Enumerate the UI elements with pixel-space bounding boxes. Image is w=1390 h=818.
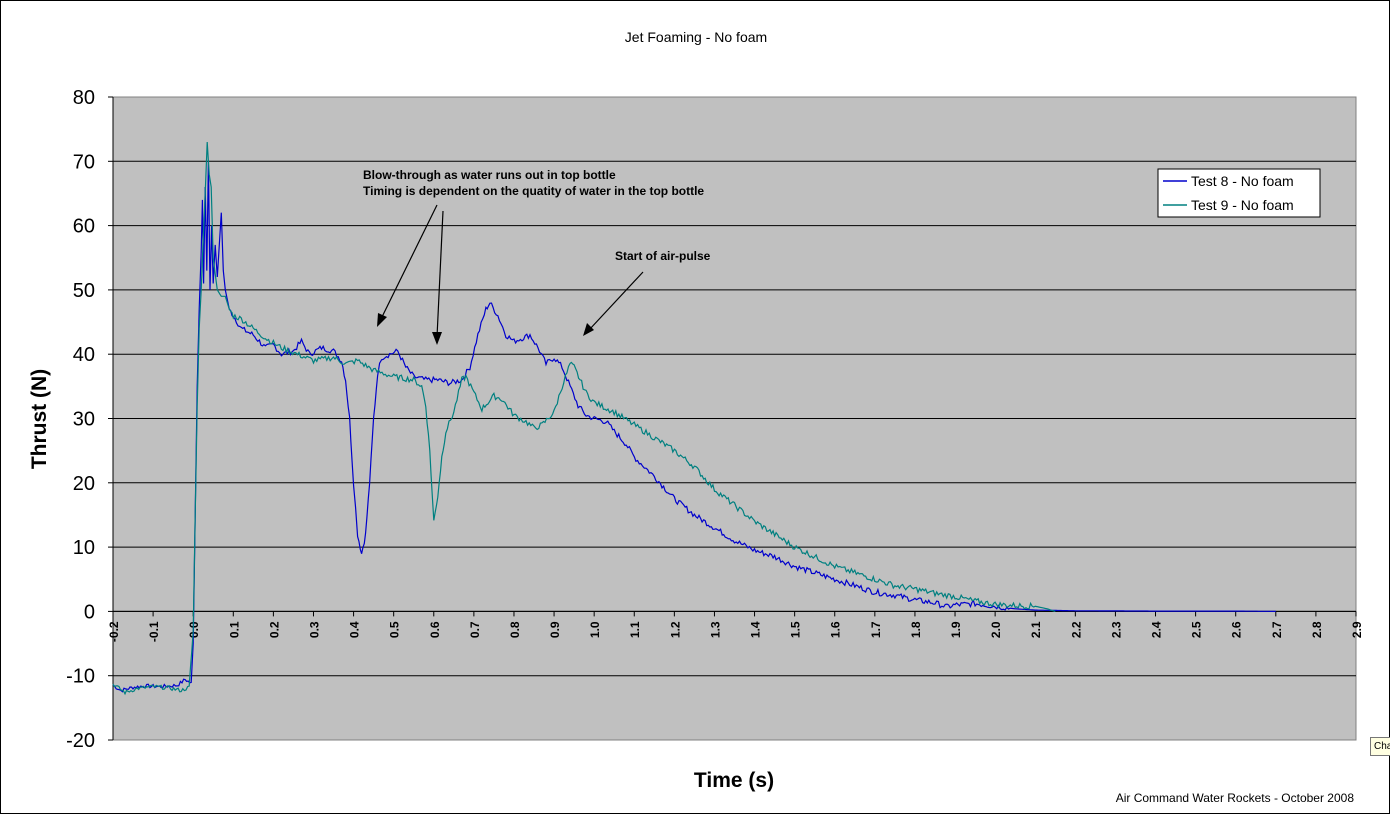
- x-tick-label: 0.0: [187, 621, 201, 638]
- x-tick-label: 0.7: [468, 621, 482, 638]
- y-axis-label: Thrust (N): [28, 369, 51, 469]
- axis-layer: -20 -10 0 10 20 30 40 50 60 70 80 -0.2 -0.1 0.0 0.1 0.2…: [66, 87, 1364, 752]
- y-tick-label: 20: [73, 473, 95, 495]
- annotation-blow-through-line-2: Timing is dependent on the quatity of wa…: [363, 184, 704, 198]
- y-tick-label: 30: [73, 409, 95, 431]
- x-tick-label: 1.1: [628, 621, 642, 638]
- arrow-blow-through-test8: [380, 204, 438, 320]
- legend-label-test9: Test 9 - No foam: [1191, 197, 1294, 213]
- y-tick-label: 70: [73, 151, 95, 173]
- series-line-test9: [112, 141, 1056, 696]
- x-tick-label: 2.3: [1109, 621, 1123, 638]
- x-tick-label: 2.9: [1350, 621, 1364, 638]
- chart-footer: Air Command Water Rockets - October 2008: [1116, 791, 1355, 805]
- x-tick-label: 1.2: [668, 621, 682, 638]
- x-axis-label: Time (s): [694, 769, 774, 792]
- x-tick-label: -0.1: [147, 621, 161, 642]
- x-tick-label: 0.1: [227, 621, 241, 638]
- arrow-air-pulse: [588, 271, 644, 331]
- y-tick-label: -20: [66, 730, 95, 752]
- x-tick-label: 1.7: [869, 621, 883, 638]
- y-tick-label: -10: [66, 666, 95, 688]
- annotation-air-pulse: Start of air-pulse: [615, 249, 711, 263]
- legend-box: [1157, 168, 1321, 218]
- arrowhead-blow-through-test8: [377, 313, 387, 327]
- x-tick-label: 0.5: [388, 621, 402, 638]
- x-tick-label: 1.4: [749, 621, 763, 638]
- x-tick-label: 1.6: [829, 621, 843, 638]
- y-tick-label: 0: [84, 601, 95, 623]
- series-layer: [112, 141, 1276, 696]
- arrowhead-air-pulse: [583, 323, 594, 336]
- annotation-blow-through-line-1: Blow-through as water runs out in top bo…: [363, 168, 616, 182]
- x-tick-label: 2.6: [1230, 621, 1244, 638]
- x-tick-label: -0.2: [107, 621, 121, 642]
- x-tick-label: 1.8: [909, 621, 923, 638]
- x-tick-label: 2.1: [1029, 621, 1043, 638]
- x-tick-label: 1.3: [708, 621, 722, 638]
- x-tick-label: 2.7: [1270, 621, 1284, 638]
- y-tick-label: 50: [73, 280, 95, 302]
- x-tick-label: 1.5: [789, 621, 803, 638]
- y-tick-label: 80: [73, 87, 95, 109]
- x-tick-label: 0.2: [267, 621, 281, 638]
- x-tick-label: 2.5: [1190, 621, 1204, 638]
- y-tick-label: 40: [73, 344, 95, 366]
- chart-title: Jet Foaming - No foam: [625, 29, 767, 45]
- chart-tooltip: Cha: [1370, 737, 1390, 756]
- y-tick-label: 60: [73, 216, 95, 238]
- x-tick-label: 2.4: [1150, 621, 1164, 638]
- x-tick-label: 1.0: [588, 621, 602, 638]
- x-tick-label: 0.6: [428, 621, 442, 638]
- x-tick-label: 0.8: [508, 621, 522, 638]
- x-tick-label: 2.0: [989, 621, 1003, 638]
- x-tick-label: 2.2: [1069, 621, 1083, 638]
- x-tick-label: 0.4: [348, 621, 362, 638]
- legend: Test 8 - No foam Test 9 - No foam: [1157, 168, 1321, 218]
- series-line-test8: [112, 161, 1276, 693]
- arrowhead-blow-through-test9: [432, 332, 442, 345]
- arrow-blow-through-test9: [436, 210, 444, 338]
- x-tick-label: 0.3: [307, 621, 321, 638]
- legend-label-test8: Test 8 - No foam: [1191, 173, 1294, 189]
- y-tick-label: 10: [73, 537, 95, 559]
- x-tick-label: 2.8: [1310, 621, 1324, 638]
- x-tick-label: 0.9: [548, 621, 562, 638]
- x-tick-label: 1.9: [949, 621, 963, 638]
- annotation-arrows: [377, 204, 644, 345]
